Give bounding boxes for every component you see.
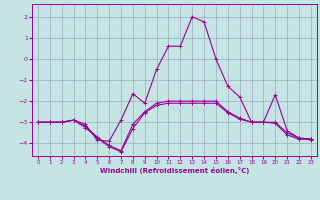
X-axis label: Windchill (Refroidissement éolien,°C): Windchill (Refroidissement éolien,°C): [100, 167, 249, 174]
